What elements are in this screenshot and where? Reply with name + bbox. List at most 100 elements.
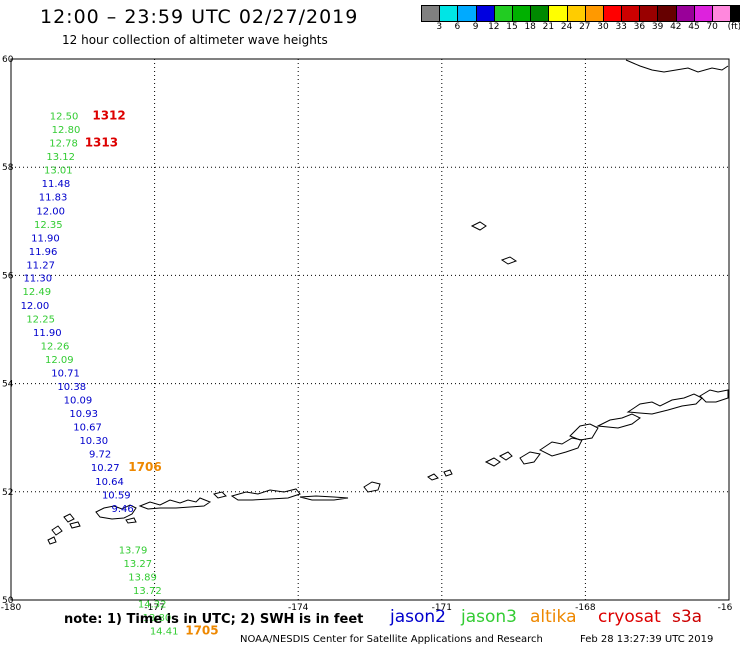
aleutian-island — [596, 413, 641, 429]
aleutian-island — [519, 451, 541, 465]
latitude-tick-label: 58 — [2, 163, 14, 173]
colorbar-label: 18 — [524, 22, 536, 32]
colorbar-label: 42 — [670, 22, 682, 32]
swh-value: 13.01 — [44, 166, 73, 177]
axis-labels: -180 -177 -174 -171 -168 -16 60 58 56 54 52 50 — [1, 55, 733, 613]
swh-value: 13.79 — [119, 545, 148, 556]
legend-jason3: jason3 — [461, 607, 517, 627]
longitude-tick-label: -174 — [288, 603, 309, 613]
credit-text: NOAA/NESDIS Center for Satellite Applica… — [240, 634, 543, 645]
swh-value: 10.71 — [51, 369, 80, 380]
pass-number-label: 1312 — [92, 109, 125, 123]
pribilof-island — [500, 256, 518, 265]
longitude-tick-label: -16 — [718, 603, 733, 613]
swh-value: 13.72 — [133, 586, 162, 597]
aleutian-island — [213, 491, 227, 499]
latitude-tick-label: 56 — [2, 271, 14, 281]
colorbar-label: 45 — [688, 22, 700, 32]
colorbar-label: 33 — [615, 22, 627, 32]
swh-value: 10.59 — [102, 490, 131, 501]
swh-value: 10.30 — [79, 436, 108, 447]
colorbar-swatch — [640, 6, 659, 21]
latitude-tick-label: 50 — [2, 596, 14, 606]
aleutian-island — [63, 513, 75, 523]
colorbar-swatch — [531, 6, 550, 21]
colorbar-swatch — [622, 6, 641, 21]
legend-s3a: s3a — [672, 607, 703, 627]
colorbar-swatch — [549, 6, 568, 21]
colorbar-swatch — [676, 6, 695, 21]
colorbar-swatch — [476, 6, 495, 21]
swh-value: 9.46 — [112, 504, 134, 515]
aleutian-island — [125, 517, 137, 524]
colorbar-swatch — [658, 6, 677, 21]
pass-number-label: 1706 — [128, 460, 161, 474]
swh-value: 13.80 — [143, 613, 172, 624]
swh-value: 13.12 — [46, 152, 75, 163]
aleutian-island — [539, 437, 583, 457]
colorbar-label: 70 — [706, 22, 718, 32]
swh-value: 13.27 — [123, 559, 152, 570]
swh-value: 12.35 — [34, 220, 63, 231]
swh-value: 13.89 — [128, 573, 157, 584]
swh-value: 12.26 — [41, 342, 70, 353]
longitude-tick-label: -177 — [144, 603, 164, 613]
aleutian-island — [299, 495, 349, 501]
pass-labels: 1312 1313 1706 1705 — [85, 109, 219, 638]
swh-value: 14.41 — [150, 627, 179, 638]
colorbar-swatch — [458, 6, 477, 21]
swh-track-values: 12.50 12.80 12.78 13.12 13.01 11.48 11.83 12.00… — [21, 112, 179, 638]
legend-altika: altika — [530, 607, 577, 627]
colorbar-label: 24 — [560, 22, 573, 32]
swh-value: 11.30 — [23, 273, 52, 284]
pribilof-island — [470, 221, 487, 231]
colorbar-swatch — [512, 6, 532, 21]
swh-value: 10.64 — [95, 477, 124, 488]
swh-value: 11.83 — [39, 193, 68, 204]
swh-value: 11.48 — [42, 179, 71, 190]
map-frame — [10, 58, 730, 601]
swh-value: 11.27 — [26, 260, 55, 271]
swh-value: 12.00 — [36, 206, 65, 217]
swh-value: 10.93 — [69, 409, 98, 420]
swh-value: 11.96 — [29, 247, 58, 258]
swh-value: 12.09 — [45, 355, 74, 366]
aleutian-island — [69, 521, 81, 529]
colorbar-label: 27 — [579, 22, 591, 32]
aleutian-island — [427, 473, 439, 481]
swh-value: 11.90 — [31, 233, 60, 244]
longitude-tick-label: -168 — [575, 603, 596, 613]
swh-value: 9.72 — [89, 450, 111, 461]
legend-cryosat: cryosat — [598, 607, 661, 627]
swh-value: 11.90 — [33, 328, 62, 339]
alaska-coast — [625, 59, 729, 73]
longitude-tick-label: -180 — [1, 603, 22, 613]
aleutian-island — [443, 469, 453, 477]
colorbar-label: 21 — [542, 22, 555, 32]
aleutian-island — [569, 423, 599, 441]
aleutian-island — [484, 457, 501, 467]
swh-value: 12.78 — [49, 139, 78, 150]
swh-value: 10.27 — [91, 463, 120, 474]
pass-number-label: 1705 — [185, 624, 218, 638]
aleutian-island — [95, 504, 137, 520]
colorbar-label: 15 — [506, 22, 518, 32]
aleutian-island — [699, 389, 729, 403]
colorbar-label: 39 — [651, 22, 664, 32]
colorbar-label: 30 — [597, 22, 609, 32]
swh-value: 12.49 — [22, 287, 51, 298]
colorbar-swatch — [731, 6, 740, 21]
colorbar-swatch — [422, 6, 441, 21]
swh-value: 10.67 — [73, 423, 102, 434]
pass-number-label: 1313 — [85, 136, 118, 150]
swh-value: 12.80 — [52, 125, 81, 136]
aleutian-island — [230, 488, 301, 501]
swh-value: 14.32 — [138, 600, 167, 611]
swh-value: 12.25 — [26, 314, 55, 325]
aleutian-island — [51, 525, 63, 536]
wave-height-colorbar — [421, 5, 740, 22]
colorbar-label: 9 — [472, 22, 479, 32]
swh-value: 10.09 — [64, 396, 93, 407]
note-text: note: 1) Time is in UTC; 2) SWH is in fe… — [64, 612, 364, 627]
